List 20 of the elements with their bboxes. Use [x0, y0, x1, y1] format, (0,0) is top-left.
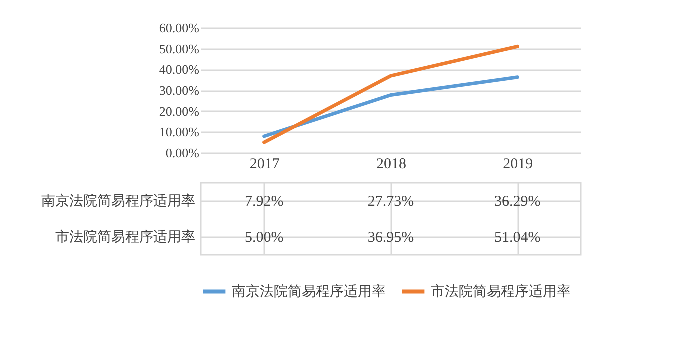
- y-tick-label: 50.00%: [159, 41, 200, 56]
- text: 南京法院简易程序适用率: [42, 194, 196, 210]
- data-label: 36.95%: [368, 230, 414, 246]
- y-tick-label: 0.00%: [166, 146, 200, 160]
- x-tick-label: 2018: [376, 156, 406, 172]
- text: 市法院简易程序适用率: [56, 230, 196, 246]
- data-label: 7.92%: [244, 194, 284, 210]
- data-label: 51.04%: [494, 230, 541, 246]
- y-tick-label: 40.00%: [159, 62, 200, 78]
- data-label: 5.00%: [244, 230, 284, 246]
- data-label: 36.29%: [494, 194, 541, 210]
- y-tick-label: 60.00%: [159, 20, 200, 36]
- x-tick-label: 2017: [250, 156, 280, 172]
- data-label: 27.73%: [368, 194, 414, 210]
- y-tick-label: 30.00%: [159, 83, 200, 98]
- legend-label: 市法院简易程序适用率: [431, 284, 571, 300]
- y-tick-label: 20.00%: [159, 104, 200, 119]
- legend-label: 南京法院简易程序适用率: [232, 284, 386, 300]
- x-tick-label: 2019: [503, 156, 534, 172]
- y-tick-label: 10.00%: [159, 124, 200, 140]
